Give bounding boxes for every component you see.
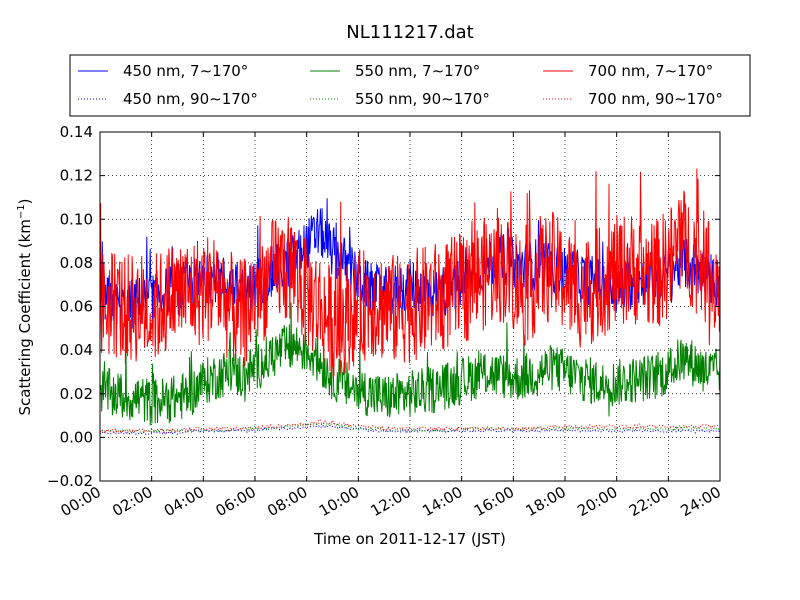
legend-box bbox=[69, 54, 751, 117]
y-tick-label: 0.08 bbox=[60, 254, 93, 272]
y-axis-label-main: Scattering Coefficient (km bbox=[16, 219, 34, 415]
y-tick-label: 0.12 bbox=[60, 167, 93, 185]
x-axis-label: Time on 2011-12-17 (JST) bbox=[313, 530, 506, 548]
series-line-2 bbox=[99, 168, 721, 380]
axis-ticks bbox=[99, 131, 721, 482]
legend-label: 700 nm, 90∼170° bbox=[588, 90, 723, 108]
legend-label: 700 nm, 7∼170° bbox=[588, 62, 713, 80]
y-axis-label-close: ) bbox=[16, 198, 34, 204]
legend-label: 450 nm, 7∼170° bbox=[123, 62, 248, 80]
y-tick-label: 0.06 bbox=[60, 298, 93, 316]
y-tick-label: 0.14 bbox=[60, 123, 93, 141]
y-tick-label: 0.04 bbox=[60, 341, 93, 359]
y-axis-label-superscript: −1 bbox=[16, 204, 27, 219]
y-tick-label: −0.02 bbox=[47, 472, 93, 490]
series-layer bbox=[99, 168, 721, 436]
chart-title: NL111217.dat bbox=[346, 22, 473, 43]
series-line-3 bbox=[99, 424, 721, 436]
y-axis-label: Scattering Coefficient (km−1) bbox=[16, 198, 34, 415]
legend-label: 550 nm, 90∼170° bbox=[355, 90, 490, 108]
series-line-4 bbox=[99, 422, 721, 433]
legend: 450 nm, 7∼170° 550 nm, 7∼170° 700 nm, 7∼17… bbox=[69, 54, 751, 117]
legend-label: 550 nm, 7∼170° bbox=[355, 62, 480, 80]
y-tick-label: 0.02 bbox=[60, 385, 93, 403]
y-tick-label: 0.00 bbox=[60, 428, 93, 446]
series-line-1 bbox=[99, 302, 721, 426]
legend-label: 450 nm, 90∼170° bbox=[123, 90, 258, 108]
y-tick-label: 0.10 bbox=[60, 210, 93, 228]
